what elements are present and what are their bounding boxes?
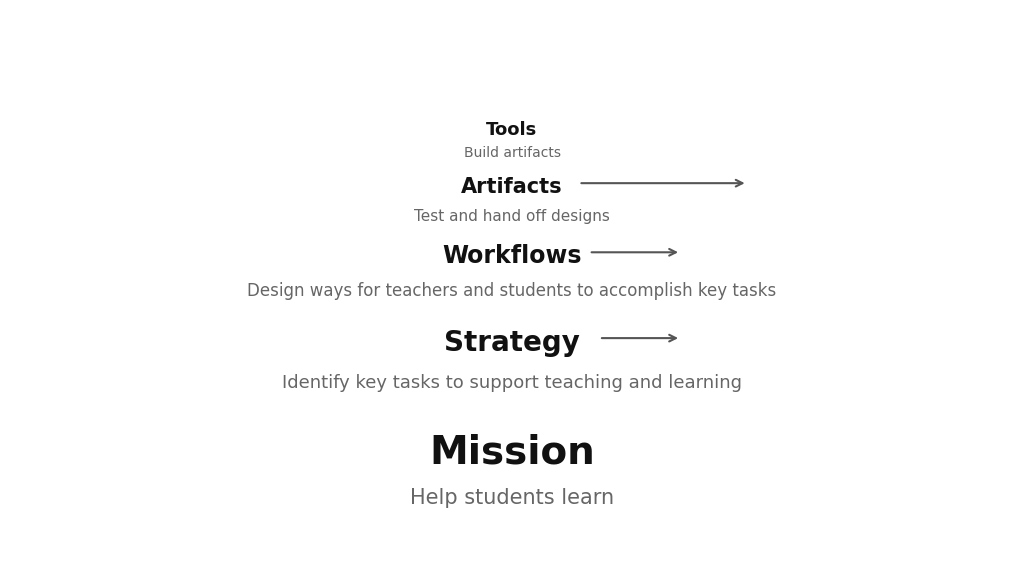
Text: Design ways for teachers and students to accomplish key tasks: Design ways for teachers and students to…: [248, 282, 776, 300]
Text: Build artifacts: Build artifacts: [464, 146, 560, 160]
Text: Identify key tasks to support teaching and learning: Identify key tasks to support teaching a…: [282, 374, 742, 392]
Text: Tools: Tools: [486, 120, 538, 139]
Text: Mission: Mission: [429, 433, 595, 471]
Text: Artifacts: Artifacts: [461, 177, 563, 197]
Text: Strategy: Strategy: [444, 329, 580, 357]
Text: Workflows: Workflows: [442, 244, 582, 268]
Text: Help students learn: Help students learn: [410, 488, 614, 508]
Text: Test and hand off designs: Test and hand off designs: [414, 209, 610, 223]
